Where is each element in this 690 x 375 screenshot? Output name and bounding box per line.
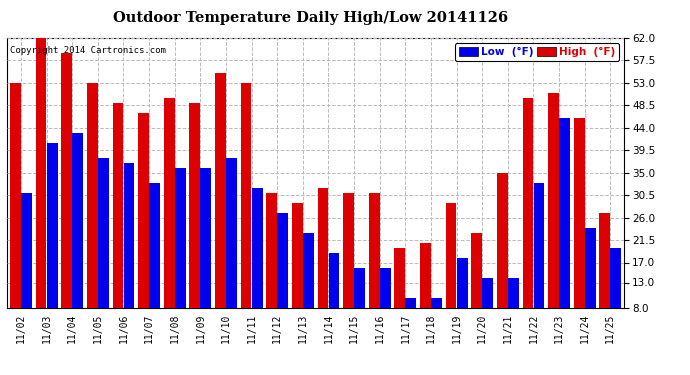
Bar	[124, 162, 135, 308]
Bar	[369, 192, 380, 308]
Bar	[611, 248, 621, 308]
Bar	[431, 297, 442, 307]
Bar	[406, 297, 416, 307]
Bar	[266, 192, 277, 308]
Bar	[61, 53, 72, 308]
Bar	[215, 72, 226, 308]
Bar	[497, 172, 508, 308]
Bar	[190, 102, 200, 308]
Bar	[47, 142, 57, 308]
Bar	[559, 117, 570, 308]
Bar	[420, 243, 431, 308]
Bar	[164, 98, 175, 308]
Bar	[36, 38, 46, 308]
Bar	[21, 192, 32, 308]
Bar	[395, 248, 405, 308]
Bar	[252, 188, 262, 308]
Bar	[380, 267, 391, 308]
Bar	[175, 168, 186, 308]
Bar	[600, 213, 610, 308]
Bar	[482, 278, 493, 308]
Text: Copyright 2014 Cartronics.com: Copyright 2014 Cartronics.com	[10, 46, 166, 55]
Bar	[303, 232, 314, 308]
Bar	[138, 112, 149, 308]
Bar	[149, 183, 160, 308]
Bar	[533, 183, 544, 308]
Text: Outdoor Temperature Daily High/Low 20141126: Outdoor Temperature Daily High/Low 20141…	[113, 11, 508, 25]
Bar	[457, 258, 468, 307]
Bar	[201, 168, 211, 308]
Bar	[10, 82, 21, 308]
Bar	[508, 278, 519, 308]
Bar	[328, 252, 339, 308]
Bar	[471, 232, 482, 308]
Legend: Low  (°F), High  (°F): Low (°F), High (°F)	[455, 43, 619, 61]
Bar	[72, 132, 83, 308]
Bar	[446, 202, 457, 308]
Bar	[87, 82, 98, 308]
Bar	[112, 102, 124, 308]
Bar	[98, 158, 109, 308]
Bar	[292, 202, 303, 308]
Bar	[343, 192, 354, 308]
Bar	[241, 82, 251, 308]
Bar	[226, 158, 237, 308]
Bar	[277, 213, 288, 308]
Bar	[549, 93, 559, 308]
Bar	[317, 188, 328, 308]
Bar	[585, 228, 595, 308]
Bar	[522, 98, 533, 308]
Bar	[574, 117, 584, 308]
Bar	[354, 267, 365, 308]
